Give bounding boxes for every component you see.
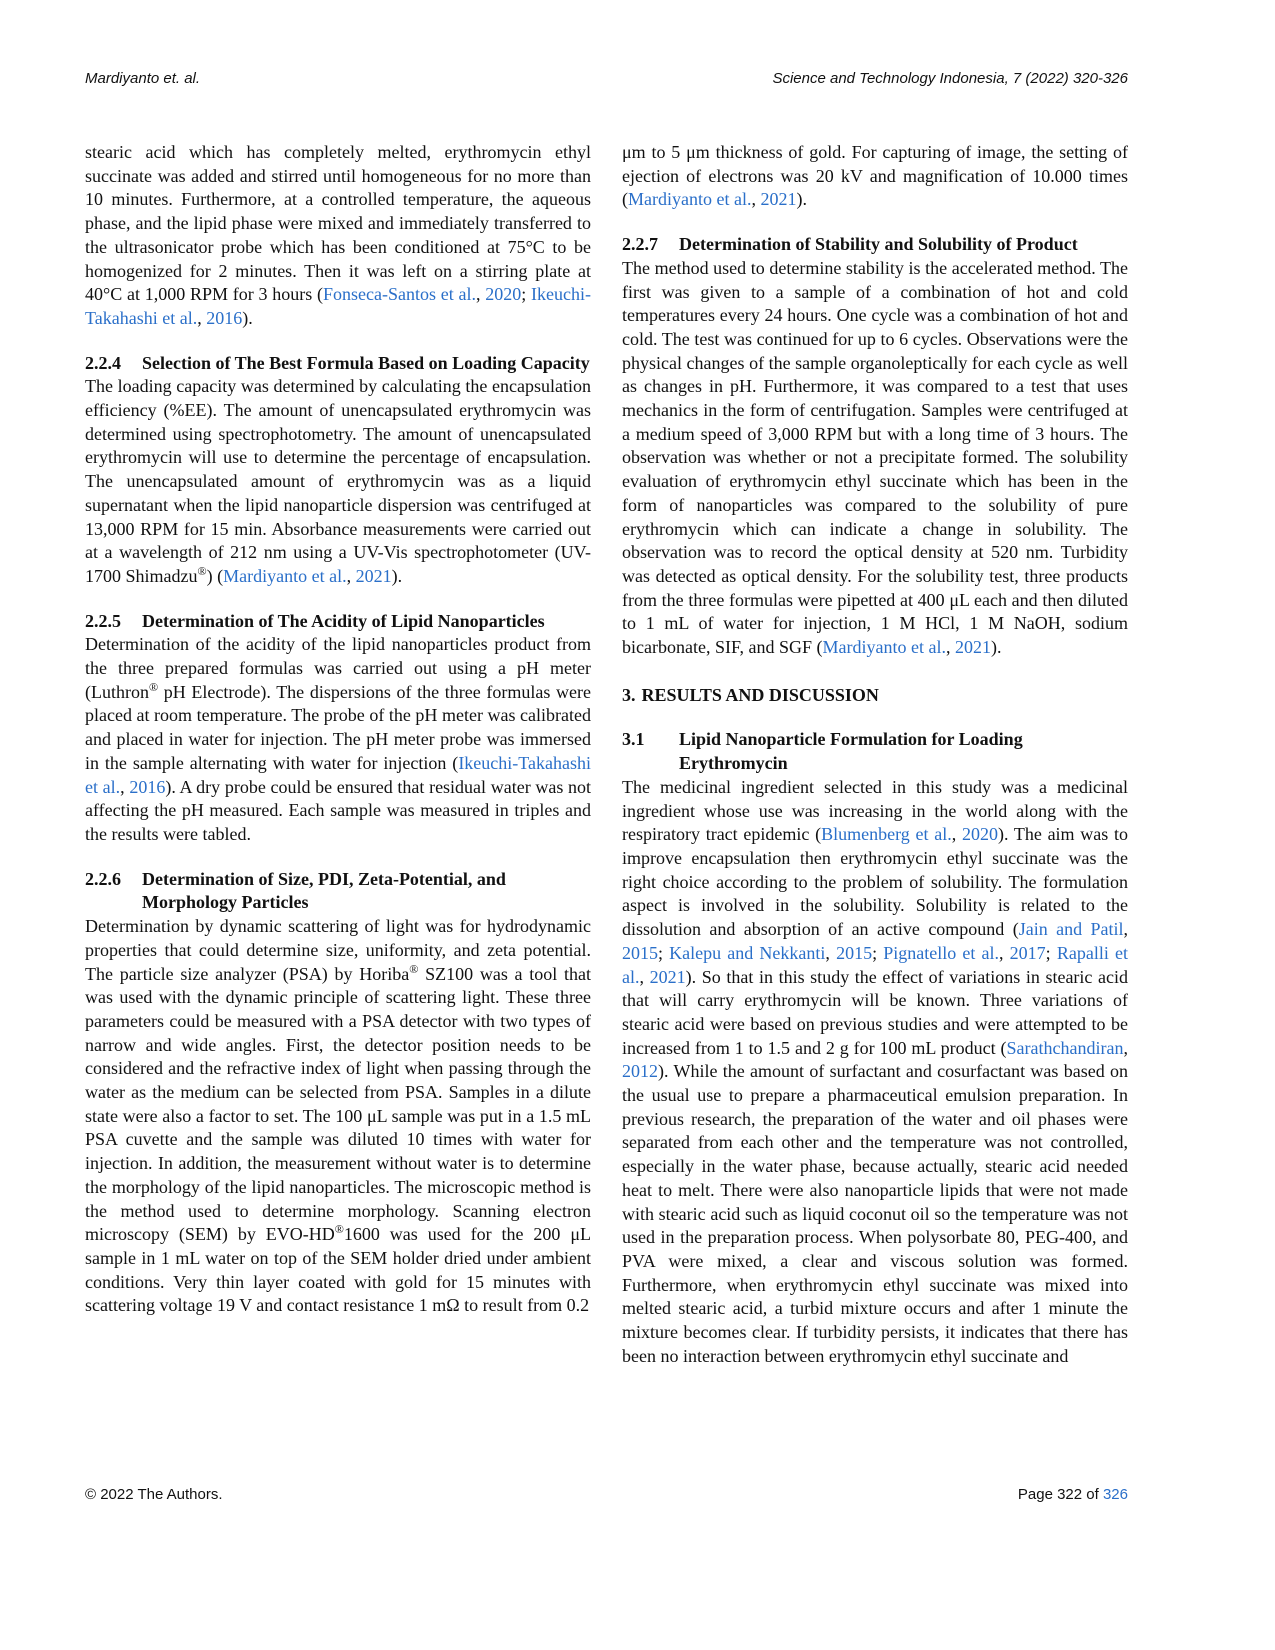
paragraph-text: , xyxy=(120,776,130,797)
paragraph-text: The loading capacity was determined by c… xyxy=(85,376,591,586)
citation-link[interactable]: Fonseca-Santos et al. xyxy=(323,284,476,305)
paragraph-text: , xyxy=(951,824,962,845)
paragraph-text: ). The aim was to improve encapsulation … xyxy=(622,824,1129,940)
subsection-heading: 2.2.7 Determination of Stability and Solu… xyxy=(622,233,1128,257)
paragraph-text: ; xyxy=(658,942,670,963)
paragraph-text: , xyxy=(825,942,837,963)
paragraph-text: ) ( xyxy=(206,565,224,586)
citation-link[interactable]: Sarathchandiran xyxy=(1006,1037,1124,1058)
citation-link[interactable]: 2015 xyxy=(836,942,873,963)
paragraph-text: stearic acid which has completely melted… xyxy=(85,142,591,305)
citation-link[interactable]: Ikeuchi-Takahashi et al. xyxy=(85,752,591,797)
paragraph-text: , xyxy=(639,966,650,987)
subsection-heading: 2.2.5 Determination of The Acidity of Lip… xyxy=(85,610,591,634)
heading-number: 3. xyxy=(622,684,636,705)
citation-link[interactable]: 2020 xyxy=(485,284,522,305)
right-column: μm to 5 μm thickness of gold. For captur… xyxy=(622,141,1128,1368)
paragraph-text: ; xyxy=(521,284,532,305)
citation-link[interactable]: Jain and Patil xyxy=(1018,919,1124,940)
paragraph-text: , xyxy=(946,637,955,658)
citation-link[interactable]: Blumenberg et al. xyxy=(821,824,952,845)
copyright-footer: © 2022 The Authors. xyxy=(85,1486,223,1503)
running-header-authors: Mardiyanto et. al. xyxy=(85,70,201,87)
heading-title: Determination of The Acidity of Lipid Na… xyxy=(142,610,545,631)
paragraph-text: ). xyxy=(242,307,253,328)
paragraph-text: ; xyxy=(1045,942,1057,963)
paragraph: The medicinal ingredient selected in thi… xyxy=(622,776,1128,1369)
paragraph-text: ). So that in this study the effect of v… xyxy=(622,966,1129,1058)
citation-link[interactable]: 2015 xyxy=(622,942,658,963)
heading-number: 2.2.5 xyxy=(85,610,121,631)
section-heading: 3. RESULTS AND DISCUSSION xyxy=(622,684,1128,708)
paragraph-text: SZ100 was a tool that was used with the … xyxy=(85,963,591,1245)
heading-title: Lipid Nanoparticle Formulation for Loadi… xyxy=(679,729,1023,774)
citation-link[interactable]: 2012 xyxy=(622,1061,658,1082)
citation-link[interactable]: 2017 xyxy=(1009,942,1046,963)
subsection-heading: 2.2.6 Determination of Size, PDI, Zeta-Po… xyxy=(85,868,591,915)
citation-link[interactable]: 2021 xyxy=(955,637,991,658)
paragraph-text: 1600 was used for the 200 μL sample in 1… xyxy=(85,1224,591,1316)
paragraph-text: , xyxy=(751,189,761,210)
citation-link[interactable]: Pignatello et al. xyxy=(883,942,1000,963)
paragraph-text: pH Electrode). The dispersions of the th… xyxy=(85,681,591,773)
paragraph-text: Determination of the acidity of the lipi… xyxy=(85,634,591,702)
citation-link[interactable]: Ikeuchi-Takahashi et al. xyxy=(85,284,591,328)
citation-link[interactable]: 2021 xyxy=(760,189,797,210)
citation-link[interactable]: 2016 xyxy=(129,776,166,797)
total-pages-link[interactable]: 326 xyxy=(1102,1486,1128,1503)
subsection-heading: 2.2.4 Selection of The Best Formula Based… xyxy=(85,352,591,376)
heading-title: Determination of Stability and Solubilit… xyxy=(679,234,1078,255)
citation-link[interactable]: 2020 xyxy=(961,824,998,845)
heading-number: 2.2.7 xyxy=(622,234,658,255)
heading-number: 3.1 xyxy=(622,729,645,750)
citation-link[interactable]: Kalepu and Nekkanti xyxy=(669,942,826,963)
paragraph-text: , xyxy=(999,942,1010,963)
citation-link[interactable]: 2016 xyxy=(206,307,243,328)
heading-number: 2.2.6 xyxy=(85,868,121,889)
paragraph: stearic acid which has completely melted… xyxy=(85,141,591,331)
paragraph-text: , xyxy=(197,307,207,328)
registered-mark: ® xyxy=(334,1222,344,1237)
citation-link[interactable]: 2021 xyxy=(355,565,392,586)
paragraph: The loading capacity was determined by c… xyxy=(85,375,591,588)
paragraph-text: ). xyxy=(391,565,403,586)
heading-title: Determination of Size, PDI, Zeta-Potenti… xyxy=(142,868,506,913)
paragraph-text: ). A dry probe could be ensured that res… xyxy=(85,776,592,844)
citation-link[interactable]: Mardiyanto et al. xyxy=(223,565,347,586)
paragraph-text: ). xyxy=(991,637,1002,658)
paragraph: Determination of the acidity of the lipi… xyxy=(85,633,591,846)
subsection-heading: 3.1 Lipid Nanoparticle Formulation for Lo… xyxy=(622,728,1128,775)
citation-link[interactable]: Rapalli et al. xyxy=(622,942,1128,987)
citation-link[interactable]: Mardiyanto et al. xyxy=(628,189,752,210)
paragraph: The method used to determine stability i… xyxy=(622,257,1128,660)
citation-link[interactable]: 2021 xyxy=(649,966,686,987)
paragraph-text: μm to 5 μm thickness of gold. For captur… xyxy=(622,142,1128,210)
paragraph-text: ). While the amount of surfactant and co… xyxy=(622,1061,1128,1366)
citation-link[interactable]: Mardiyanto et al. xyxy=(822,637,946,658)
paragraph-text: , xyxy=(1123,1037,1129,1058)
heading-title: Selection of The Best Formula Based on L… xyxy=(142,352,590,373)
left-column: stearic acid which has completely melted… xyxy=(85,141,591,1318)
paragraph-text: Determination by dynamic scattering of l… xyxy=(85,916,591,984)
registered-mark: ® xyxy=(197,563,207,578)
paragraph: Determination by dynamic scattering of l… xyxy=(85,915,591,1318)
page-label: Page 322 of xyxy=(1017,1486,1103,1503)
registered-mark: ® xyxy=(409,961,419,976)
paragraph-text: , xyxy=(476,284,486,305)
paragraph-text: , xyxy=(346,565,356,586)
page-number: Page 322 of 326 xyxy=(1018,1486,1128,1503)
paragraph-text: ). xyxy=(796,189,807,210)
paragraph-text: The medicinal ingredient selected in thi… xyxy=(622,776,1128,845)
paragraph-text: The method used to determine stability i… xyxy=(622,257,1128,658)
heading-title: RESULTS AND DISCUSSION xyxy=(641,684,879,705)
paragraph: μm to 5 μm thickness of gold. For captur… xyxy=(622,141,1128,212)
paragraph-text: ; xyxy=(872,942,884,963)
registered-mark: ® xyxy=(148,679,159,694)
paragraph-text: , xyxy=(1123,919,1128,940)
heading-number: 2.2.4 xyxy=(85,352,121,373)
running-header-journal: Science and Technology Indonesia, 7 (202… xyxy=(772,70,1128,87)
